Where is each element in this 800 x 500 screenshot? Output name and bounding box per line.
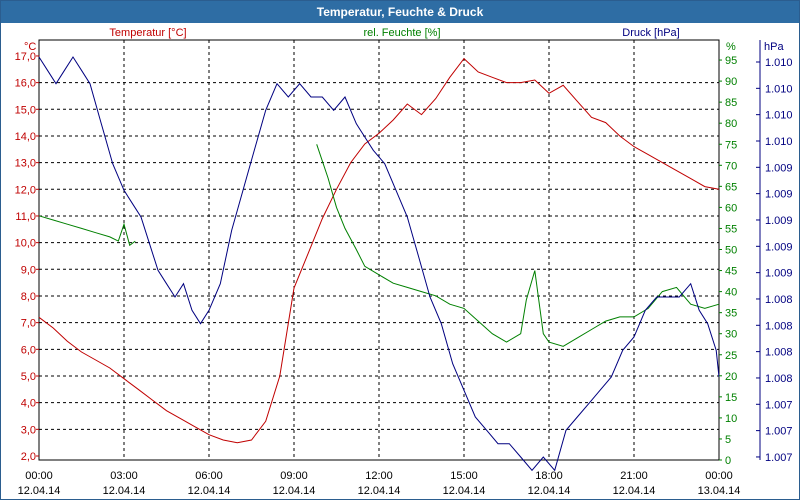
temperature-tick-label: 17,0 (15, 51, 36, 63)
humidity-tick-label: 20 (725, 371, 737, 383)
pressure-tick-label: 1.009 (765, 241, 793, 253)
temperature-tick-label: 12,0 (15, 184, 36, 196)
humidity-tick-label: 55 (725, 223, 737, 235)
temperature-tick-label: 14,0 (15, 131, 36, 143)
grid (38, 39, 720, 461)
pressure-tick-label: 1.007 (765, 452, 793, 464)
humidity-tick-label: 60 (725, 202, 737, 214)
humidity-tick-label: 65 (725, 181, 737, 193)
pressure-tick-label: 1.008 (765, 320, 793, 332)
humidity-tick-label: 80 (725, 118, 737, 130)
x-tick-time: 12:00 (365, 470, 393, 482)
temperature-tick-label: 10,0 (15, 238, 36, 250)
x-tick-date: 12.04.14 (358, 485, 401, 497)
humidity-tick-label: 0 (725, 455, 731, 467)
humidity-axis-title: rel. Feuchte [%] (363, 27, 440, 39)
temperature-tick-label: 15,0 (15, 104, 36, 116)
pressure-tick-label: 1.008 (765, 347, 793, 359)
temperature-tick-label: 6,0 (21, 344, 36, 356)
temperature-tick-label: 5,0 (21, 371, 36, 383)
pressure-tick-label: 1.009 (765, 268, 793, 280)
humidity-tick-label: 30 (725, 329, 737, 341)
x-tick-time: 15:00 (450, 470, 478, 482)
humidity-series-line (316, 144, 720, 347)
temperature-tick-label: 11,0 (15, 211, 36, 223)
x-tick-time: 03:00 (110, 470, 138, 482)
temperature-axis-title: Temperatur [°C] (109, 27, 186, 39)
x-tick-date: 12.04.14 (18, 485, 61, 497)
x-tick-date: 12.04.14 (273, 485, 316, 497)
humidity-tick-label: 70 (725, 160, 737, 172)
temperature-tick-label: 2,0 (21, 451, 36, 463)
plot-area (38, 56, 720, 472)
pressure-series-line (38, 56, 720, 472)
x-tick-time: 21:00 (620, 470, 648, 482)
pressure-tick-label: 1.010 (765, 110, 793, 122)
pressure-tick-label: 1.008 (765, 373, 793, 385)
window-title: Temperatur, Feuchte & Druck (1, 1, 799, 23)
x-tick-date: 13.04.14 (698, 485, 741, 497)
temperature-series-line (38, 57, 720, 444)
axes: 17,0 16,0 15,0 14,0 13,0 12,0 11,0 10,0 9,0 8,0 7,… (15, 40, 793, 497)
pressure-tick-label: 1.009 (765, 189, 793, 201)
humidity-tick-label: 50 (725, 245, 737, 257)
humidity-tick-label: 10 (725, 413, 737, 425)
humidity-unit: % (726, 41, 736, 53)
humidity-tick-label: 15 (725, 392, 737, 404)
x-tick-time: 09:00 (280, 470, 308, 482)
pressure-tick-label: 1.008 (765, 294, 793, 306)
pressure-tick-label: 1.007 (765, 399, 793, 411)
temperature-tick-label: 3,0 (21, 424, 36, 436)
humidity-tick-label: 85 (725, 97, 737, 109)
pressure-tick-label: 1.010 (765, 136, 793, 148)
temperature-unit: °C (24, 41, 36, 53)
humidity-tick-label: 40 (725, 287, 737, 299)
pressure-tick-label: 1.009 (765, 162, 793, 174)
temperature-tick-label: 13,0 (15, 158, 36, 170)
temperature-tick-label: 4,0 (21, 398, 36, 410)
humidity-tick-label: 35 (725, 308, 737, 320)
x-tick-time: 00:00 (705, 470, 733, 482)
x-tick-date: 12.04.14 (613, 485, 656, 497)
temperature-tick-label: 7,0 (21, 318, 36, 330)
temperature-tick-label: 16,0 (15, 78, 36, 90)
x-tick-date: 12.04.14 (188, 485, 231, 497)
pressure-axis-title: Druck [hPa] (622, 27, 679, 39)
temperature-tick-label: 8,0 (21, 291, 36, 303)
humidity-tick-label: 75 (725, 139, 737, 151)
humidity-tick-label: 45 (725, 266, 737, 278)
pressure-tick-label: 1.010 (765, 83, 793, 95)
pressure-tick-label: 1.007 (765, 426, 793, 438)
x-tick-date: 12.04.14 (528, 485, 571, 497)
pressure-unit: hPa (764, 41, 784, 53)
humidity-tick-label: 5 (725, 434, 731, 446)
temperature-tick-label: 9,0 (21, 264, 36, 276)
humidity-series-line (38, 215, 136, 247)
x-tick-time: 00:00 (25, 470, 53, 482)
x-tick-time: 06:00 (195, 470, 223, 482)
pressure-tick-label: 1.010 (765, 57, 793, 69)
humidity-tick-label: 90 (725, 76, 737, 88)
x-tick-date: 12.04.14 (103, 485, 146, 497)
humidity-tick-label: 95 (725, 55, 737, 67)
pressure-tick-label: 1.009 (765, 215, 793, 227)
x-tick-time: 18:00 (535, 470, 563, 482)
humidity-tick-label: 25 (725, 350, 737, 362)
x-tick-date: 12.04.14 (443, 485, 486, 497)
